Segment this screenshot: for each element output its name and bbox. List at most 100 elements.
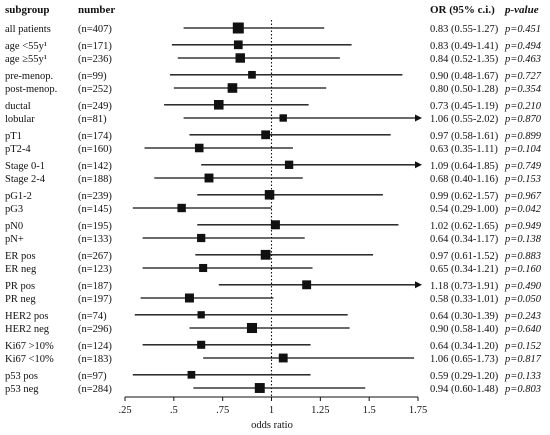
- header-subgroup: subgroup: [5, 4, 49, 16]
- row-pvalue: p=0.899: [504, 131, 542, 142]
- row-label: Stage 0-1: [5, 161, 45, 172]
- row-pvalue: p=0.243: [504, 311, 541, 322]
- row-or-ci: 1.02 (0.62-1.65): [430, 221, 499, 232]
- point-estimate: [248, 70, 256, 79]
- row-label: ER pos: [5, 251, 36, 262]
- row-pvalue: p=0.883: [504, 251, 541, 262]
- point-estimate: [260, 249, 271, 260]
- row-number: (n=133): [78, 234, 112, 245]
- row-pvalue: p=0.451: [504, 24, 541, 35]
- row-or-ci: 0.54 (0.29-1.00): [430, 204, 499, 215]
- point-estimate: [302, 280, 312, 290]
- row-or-ci: 0.83 (0.55-1.27): [430, 24, 499, 35]
- point-estimate: [177, 203, 186, 213]
- ci-arrow: [415, 114, 422, 122]
- row-number: (n=174): [78, 131, 112, 142]
- row-label: pT1: [5, 131, 22, 142]
- row-pvalue: p=0.817: [504, 354, 542, 365]
- point-estimate: [184, 293, 194, 303]
- row-pvalue: p=0.354: [504, 84, 542, 95]
- row-number: (n=296): [78, 324, 112, 335]
- row-label: Stage 2-4: [5, 174, 46, 185]
- row-or-ci: 0.64 (0.34-1.17): [430, 234, 499, 245]
- x-tick-label: .5: [170, 405, 178, 416]
- row-label: all patients: [5, 24, 51, 35]
- row-pvalue: p=0.050: [504, 294, 542, 305]
- row-number: (n=81): [78, 114, 107, 125]
- x-tick-label: 1.25: [311, 405, 329, 416]
- row-or-ci: 1.06 (0.55-2.02): [430, 114, 499, 125]
- row-label: post-menop.: [5, 84, 57, 95]
- point-estimate: [232, 22, 244, 34]
- row-number: (n=249): [78, 101, 112, 112]
- point-estimate: [278, 353, 288, 363]
- x-tick-label: 1.75: [409, 405, 427, 416]
- row-pvalue: p=0.463: [504, 54, 541, 65]
- row-pvalue: p=0.133: [504, 371, 541, 382]
- point-estimate: [279, 114, 287, 122]
- row-or-ci: 0.94 (0.60-1.48): [430, 384, 499, 395]
- x-tick-label: 1.5: [363, 405, 376, 416]
- point-estimate: [194, 143, 204, 153]
- row-number: (n=142): [78, 161, 112, 172]
- row-or-ci: 1.06 (0.65-1.73): [430, 354, 499, 365]
- row-label: p53 neg: [5, 384, 39, 395]
- row-number: (n=187): [78, 281, 112, 292]
- point-estimate: [284, 160, 294, 169]
- row-or-ci: 0.97 (0.58-1.61): [430, 131, 499, 142]
- row-or-ci: 1.09 (0.64-1.85): [430, 161, 499, 172]
- row-number: (n=160): [78, 144, 112, 155]
- row-pvalue: p=0.494: [504, 41, 542, 52]
- row-or-ci: 0.80 (0.50-1.28): [430, 84, 499, 95]
- row-or-ci: 1.18 (0.73-1.91): [430, 281, 499, 292]
- row-label: ductal: [5, 101, 31, 112]
- row-or-ci: 0.73 (0.45-1.19): [430, 101, 499, 112]
- row-or-ci: 0.63 (0.35-1.11): [430, 144, 498, 155]
- row-pvalue: p=0.870: [504, 114, 542, 125]
- row-or-ci: 0.59 (0.29-1.20): [430, 371, 499, 382]
- row-or-ci: 0.58 (0.33-1.01): [430, 294, 499, 305]
- row-label: Ki67 >10%: [5, 341, 54, 352]
- point-estimate: [187, 370, 196, 379]
- row-pvalue: p=0.749: [504, 161, 542, 172]
- row-number: (n=145): [78, 204, 112, 215]
- point-estimate: [197, 233, 206, 243]
- row-number: (n=239): [78, 191, 112, 202]
- row-or-ci: 0.64 (0.34-1.20): [430, 341, 499, 352]
- header-number: number: [78, 4, 115, 16]
- row-pvalue: p=0.138: [504, 234, 542, 245]
- row-label: pN0: [5, 221, 23, 232]
- row-number: (n=123): [78, 264, 112, 275]
- row-number: (n=252): [78, 84, 112, 95]
- row-or-ci: 0.97 (0.61-1.52): [430, 251, 499, 262]
- row-pvalue: p=0.210: [504, 101, 542, 112]
- header-or-ci: OR (95% c.i.): [430, 4, 495, 16]
- x-tick-label: .25: [118, 405, 131, 416]
- row-number: (n=284): [78, 384, 112, 395]
- row-or-ci: 0.84 (0.52-1.35): [430, 54, 499, 65]
- row-or-ci: 0.68 (0.40-1.16): [430, 174, 499, 185]
- header-pvalue: p-value: [504, 4, 539, 16]
- row-label: age <55y¹: [5, 41, 47, 52]
- row-pvalue: p=0.640: [504, 324, 542, 335]
- row-label: pT2-4: [5, 144, 31, 155]
- row-or-ci: 0.65 (0.34-1.21): [430, 264, 499, 275]
- row-pvalue: p=0.104: [504, 144, 542, 155]
- row-number: (n=195): [78, 221, 112, 232]
- row-or-ci: 0.90 (0.48-1.67): [430, 71, 499, 82]
- x-axis-label: odds ratio: [251, 420, 293, 431]
- point-estimate: [197, 311, 205, 319]
- row-pvalue: p=0.160: [504, 264, 542, 275]
- row-or-ci: 0.90 (0.58-1.40): [430, 324, 499, 335]
- row-number: (n=97): [78, 371, 107, 382]
- point-estimate: [235, 53, 245, 63]
- row-label: pG1-2: [5, 191, 32, 202]
- x-tick-label: 1: [269, 405, 274, 416]
- point-estimate: [227, 83, 238, 93]
- row-label: PR neg: [5, 294, 36, 305]
- row-pvalue: p=0.153: [504, 174, 541, 185]
- row-pvalue: p=0.152: [504, 341, 542, 352]
- row-number: (n=124): [78, 341, 112, 352]
- row-pvalue: p=0.042: [504, 204, 542, 215]
- point-estimate: [197, 340, 206, 349]
